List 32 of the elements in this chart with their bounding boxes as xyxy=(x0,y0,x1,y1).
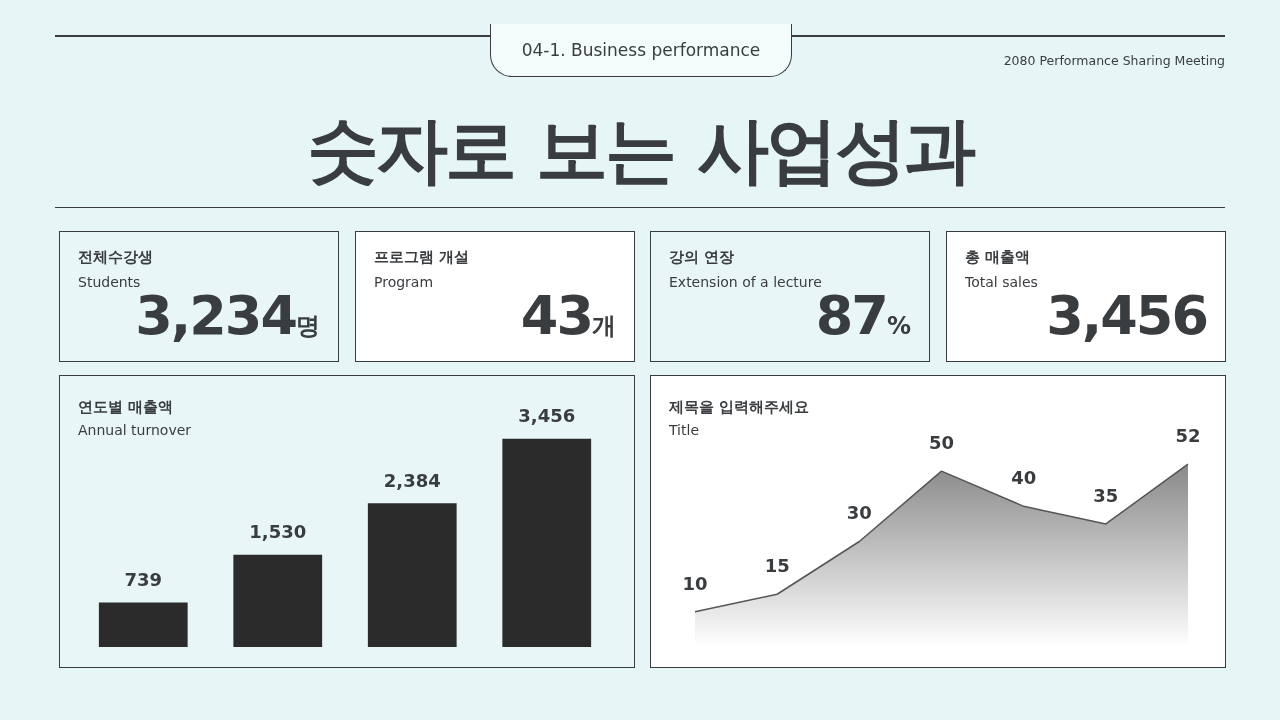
text: 숫자로 보는 사업성과 xyxy=(306,107,975,194)
data-label: 50 xyxy=(928,431,955,453)
data-label: 15 xyxy=(764,554,790,576)
data-label: 1,530 xyxy=(249,521,307,543)
data-label: 52 xyxy=(1175,424,1201,446)
bar xyxy=(367,503,457,647)
data-label: 35 xyxy=(1093,484,1119,506)
bar xyxy=(98,602,188,647)
data-label: 30 xyxy=(846,502,872,524)
text: 총 매출액 xyxy=(965,248,1031,267)
text: Total sales xyxy=(965,274,1038,290)
text: 3,456 xyxy=(1046,284,1207,347)
data-label: 40 xyxy=(1011,467,1037,489)
chart-subtitle: Title xyxy=(669,422,700,438)
chart-title: 제목을 입력해주세요 xyxy=(669,398,810,417)
data-label: 3,456 xyxy=(518,405,576,427)
text: 명 xyxy=(296,312,320,340)
bar xyxy=(502,438,592,647)
chart-title: 연도별 매출액 xyxy=(78,398,174,417)
data-label: 10 xyxy=(682,572,708,594)
bar xyxy=(233,554,323,647)
text: 개 xyxy=(592,312,616,340)
text: 강의 연장 xyxy=(669,248,735,267)
data-label: 2,384 xyxy=(383,469,441,491)
text: % xyxy=(886,312,911,340)
text: Students xyxy=(78,274,141,290)
text: 2080 Performance Sharing Meeting xyxy=(1003,53,1225,68)
data-label: 739 xyxy=(124,569,163,591)
text: 전체수강생 xyxy=(78,248,153,267)
text: 프로그램 개설 xyxy=(374,248,470,267)
chart-subtitle: Annual turnover xyxy=(78,422,192,438)
text: Program xyxy=(374,274,434,290)
